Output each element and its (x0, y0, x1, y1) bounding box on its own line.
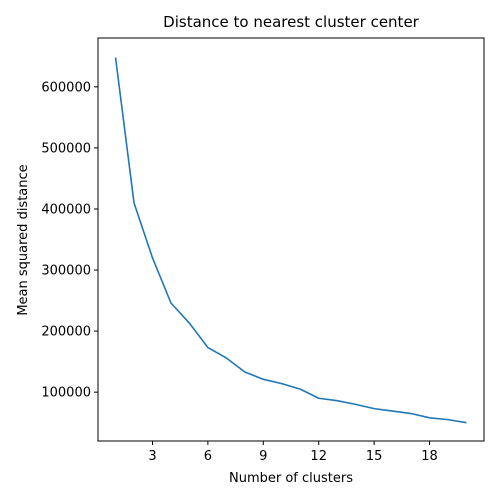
y-tick-label: 200000 (41, 325, 91, 340)
plot-area (114, 57, 467, 424)
x-tick-label: 15 (366, 449, 383, 464)
y-axis: 100000 200000 300000 400000 500000 600000 (41, 80, 98, 401)
y-tick-label: 500000 (41, 141, 91, 156)
plot-frame (97, 37, 485, 442)
y-tick-label: 600000 (41, 80, 91, 95)
y-tick-label: 300000 (41, 264, 91, 279)
series-line-0 (114, 57, 467, 424)
x-axis-label: Number of clusters (229, 471, 353, 486)
x-tick-label: 12 (310, 449, 327, 464)
x-tick-label: 6 (204, 449, 212, 464)
x-tick-label: 9 (259, 449, 267, 464)
x-tick-label: 3 (148, 449, 156, 464)
y-axis-label: Mean squared distance (16, 164, 31, 315)
y-tick-label: 400000 (41, 202, 91, 217)
x-axis: 3 6 9 12 15 18 (148, 441, 438, 464)
y-tick-label: 100000 (41, 386, 91, 401)
x-tick-label: 18 (421, 449, 438, 464)
chart-title: Distance to nearest cluster center (163, 13, 420, 31)
